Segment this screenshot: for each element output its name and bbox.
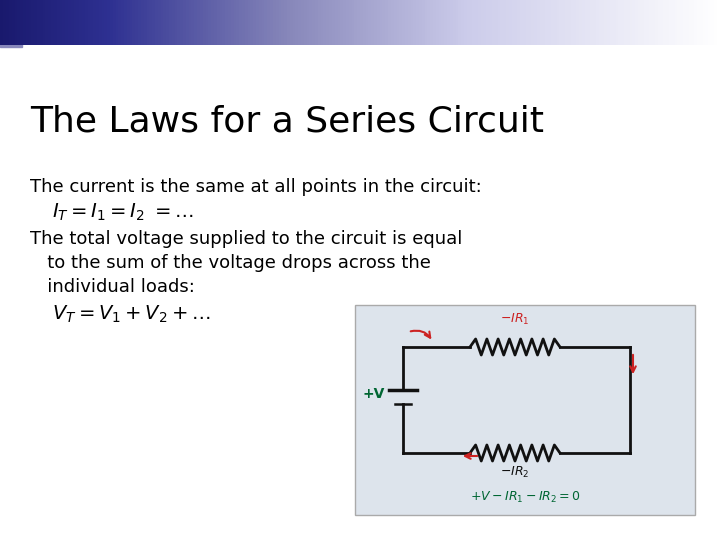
- Text: $-IR_1$: $-IR_1$: [500, 312, 530, 327]
- Text: to the sum of the voltage drops across the: to the sum of the voltage drops across t…: [30, 254, 431, 272]
- Text: $V_T = V_1 + V_2 + \ldots$: $V_T = V_1 + V_2 + \ldots$: [52, 304, 210, 325]
- Bar: [0, 25, 22, 47]
- Text: The Laws for a Series Circuit: The Laws for a Series Circuit: [30, 105, 544, 139]
- Text: individual loads:: individual loads:: [30, 278, 195, 296]
- Text: +V: +V: [363, 387, 385, 401]
- FancyBboxPatch shape: [355, 305, 695, 515]
- Text: $I_T = I_1 = I_2\ = \ldots$: $I_T = I_1 = I_2\ = \ldots$: [52, 202, 194, 224]
- Bar: [0, 0, 22, 25]
- Text: $+V - IR_1 - IR_2 = 0$: $+V - IR_1 - IR_2 = 0$: [469, 489, 580, 504]
- Text: $-IR_2$: $-IR_2$: [500, 465, 530, 480]
- Text: The total voltage supplied to the circuit is equal: The total voltage supplied to the circui…: [30, 230, 462, 248]
- Text: The current is the same at all points in the circuit:: The current is the same at all points in…: [30, 178, 482, 196]
